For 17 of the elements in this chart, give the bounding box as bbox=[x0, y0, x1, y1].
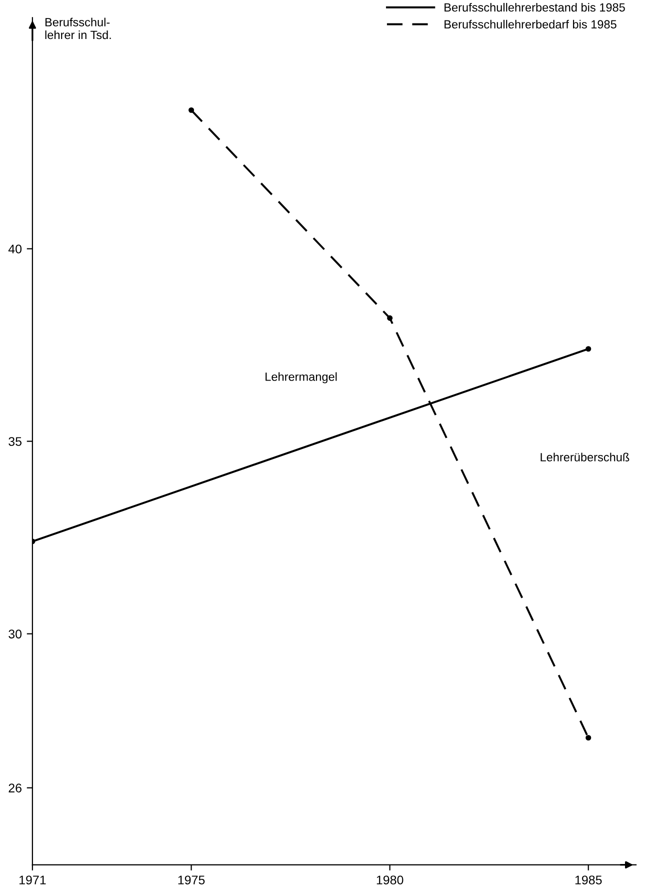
legend-label: Berufsschullehrerbedarf bis 1985 bbox=[444, 20, 616, 29]
point bbox=[586, 346, 592, 352]
y-axis-title: Berufsschul- lehrer in Tsd. bbox=[45, 18, 111, 40]
legend-label: Berufsschullehrerbestand bis 1985 bbox=[444, 2, 625, 12]
x-tick-label: 1980 bbox=[376, 876, 404, 884]
x-tick-label: 1975 bbox=[178, 876, 205, 884]
annotation: Lehrerüberschuß bbox=[540, 452, 630, 462]
point bbox=[188, 107, 194, 113]
point bbox=[586, 734, 592, 741]
annotation: Lehrermangel bbox=[266, 372, 337, 384]
y-tick-label: 26 bbox=[8, 784, 22, 792]
point bbox=[387, 315, 393, 321]
y-tick-label: 40 bbox=[8, 244, 22, 254]
x-tick-label: 1985 bbox=[575, 876, 602, 884]
y-tick-label: 30 bbox=[8, 630, 22, 638]
x-tick-label: 1971 bbox=[20, 876, 46, 884]
y-tick-label: 35 bbox=[8, 437, 22, 446]
